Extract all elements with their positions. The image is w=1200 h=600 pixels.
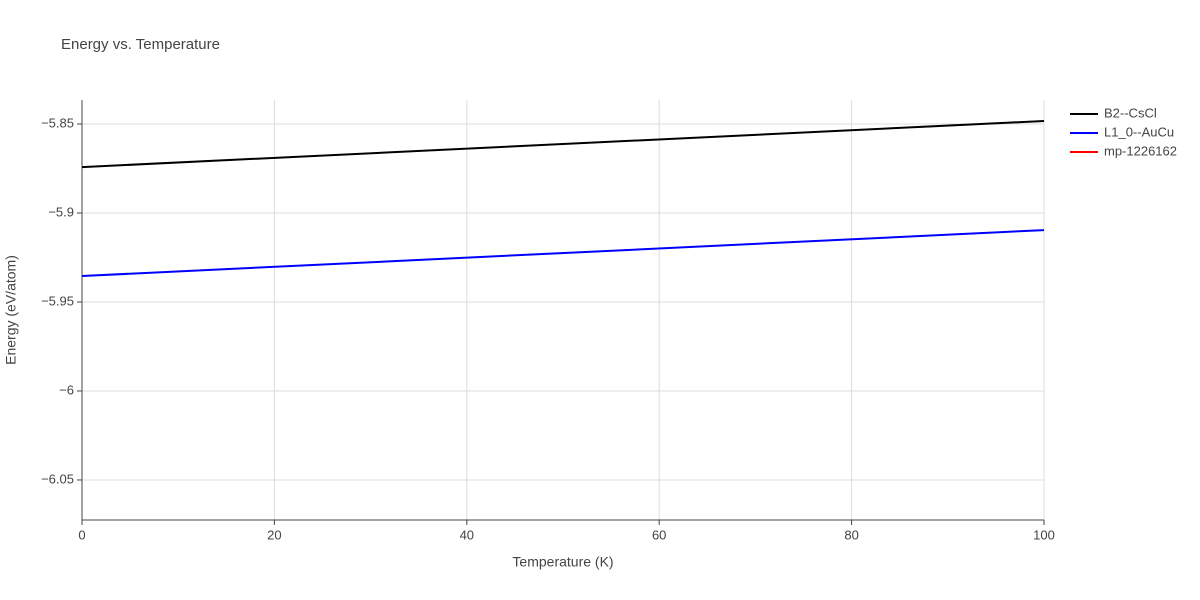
- chart-title: Energy vs. Temperature: [61, 36, 220, 53]
- legend-label: mp-1226162: [1104, 143, 1177, 158]
- series-line: [81, 120, 1045, 169]
- x-tick-label: 100: [1033, 527, 1055, 542]
- legend-label: L1_0--AuCu: [1104, 124, 1174, 139]
- x-tick-label: 0: [78, 527, 85, 542]
- y-tick-label: −6: [59, 382, 74, 397]
- y-axis-title: Energy (eV/atom): [3, 255, 19, 365]
- y-tick-label: −6.05: [41, 471, 74, 486]
- x-tick-label: 60: [652, 527, 666, 542]
- y-tick-label: −5.85: [41, 115, 74, 130]
- y-tick-label: −5.9: [48, 204, 74, 219]
- x-axis-title: Temperature (K): [512, 554, 613, 570]
- y-tick-label: −5.95: [41, 293, 74, 308]
- x-tick-label: 80: [844, 527, 858, 542]
- x-tick-label: 40: [460, 527, 474, 542]
- series-line: [81, 229, 1045, 278]
- legend-label: B2--CsCl: [1104, 105, 1157, 120]
- x-tick-label: 20: [267, 527, 281, 542]
